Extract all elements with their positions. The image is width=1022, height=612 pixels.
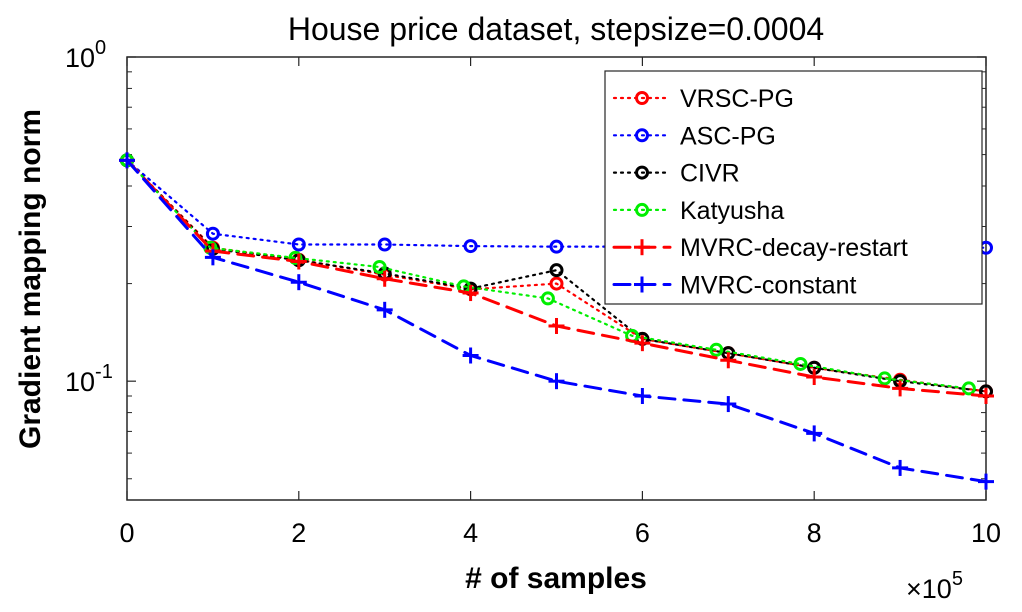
x-multiplier-exponent: 5 (952, 568, 963, 590)
data-point (720, 352, 737, 369)
y-tick-label-base: 10 (65, 43, 95, 73)
legend-marker (635, 91, 649, 105)
y-tick-label-exponent: -1 (95, 361, 113, 383)
data-point (205, 226, 220, 241)
legend: VRSC-PG ASC-PG CIVR Katyusha MVRC-decay-rest… (604, 70, 983, 305)
y-tick-label: 100 (65, 37, 106, 73)
data-point (978, 473, 994, 490)
chart-title: House price dataset, stepsize=0.0004 (288, 11, 824, 47)
data-point (549, 263, 564, 278)
legend-item: VRSC-PG (612, 85, 794, 113)
series-mvrc-decay-restart (119, 152, 994, 405)
y-axis-label: Gradient mapping norm (14, 109, 47, 449)
data-point (540, 291, 555, 306)
legend-marker (635, 165, 649, 180)
data-point (806, 425, 823, 442)
data-point (877, 371, 892, 386)
series-layer (119, 152, 994, 490)
series-line (125, 159, 970, 390)
legend-box (604, 70, 983, 305)
legend-item: Katyusha (612, 197, 784, 225)
x-axis-multiplier: ×105 (906, 568, 963, 604)
data-point (290, 253, 307, 270)
y-tick-label-base: 10 (65, 367, 95, 397)
data-point (634, 388, 651, 405)
legend-label: VRSC-PG (680, 85, 794, 113)
data-point (376, 301, 393, 318)
data-point (709, 342, 724, 357)
legend-label: CIVR (680, 160, 740, 188)
y-tick-label-exponent: 0 (95, 37, 106, 59)
legend-item: CIVR (612, 160, 740, 188)
x-tick-label: 4 (463, 518, 478, 548)
data-point (119, 152, 135, 169)
x-tick-label: 10 (971, 518, 1001, 548)
series-line (125, 159, 988, 393)
data-point (793, 356, 808, 371)
legend-marker (634, 276, 650, 293)
data-point (288, 250, 303, 265)
series-line (125, 159, 988, 393)
series-line (125, 158, 988, 484)
x-tick-label: 2 (291, 518, 306, 548)
data-point (462, 347, 479, 364)
x-axis-label: # of samples (465, 562, 647, 595)
data-point (978, 388, 994, 405)
data-point (961, 381, 976, 396)
y-tick-label: 10-1 (65, 361, 113, 397)
x-tick-label: 8 (807, 518, 822, 548)
legend-label: Katyusha (680, 197, 784, 225)
axes-box (126, 56, 987, 501)
legend-label: MVRC-constant (680, 272, 856, 300)
x-multiplier-base: ×10 (906, 574, 952, 604)
data-point (806, 369, 823, 386)
data-point (290, 274, 307, 291)
data-point (548, 317, 565, 334)
data-point (204, 249, 221, 266)
x-tick-label: 0 (119, 518, 134, 548)
legend-item: ASC-PG (612, 122, 776, 150)
data-point (549, 276, 564, 291)
legend-marker (634, 239, 650, 256)
data-point (463, 239, 478, 254)
data-point (549, 239, 564, 254)
x-tick-label: 6 (635, 518, 650, 548)
data-point (377, 237, 392, 252)
data-point (892, 459, 909, 476)
legend-marker (635, 128, 649, 143)
data-point (376, 270, 393, 287)
legend-label: MVRC-decay-restart (680, 234, 908, 262)
legend-item: MVRC-constant (612, 272, 856, 300)
data-point (462, 285, 479, 302)
data-point (291, 237, 306, 252)
data-point (372, 260, 387, 275)
legend-item: MVRC-decay-restart (612, 234, 908, 262)
data-point (634, 335, 651, 352)
series-mvrc-constant (119, 152, 994, 490)
legend-marker (635, 202, 649, 217)
data-point (720, 396, 737, 413)
data-point (892, 380, 909, 397)
data-point (548, 373, 565, 390)
legend-label: ASC-PG (680, 122, 776, 150)
